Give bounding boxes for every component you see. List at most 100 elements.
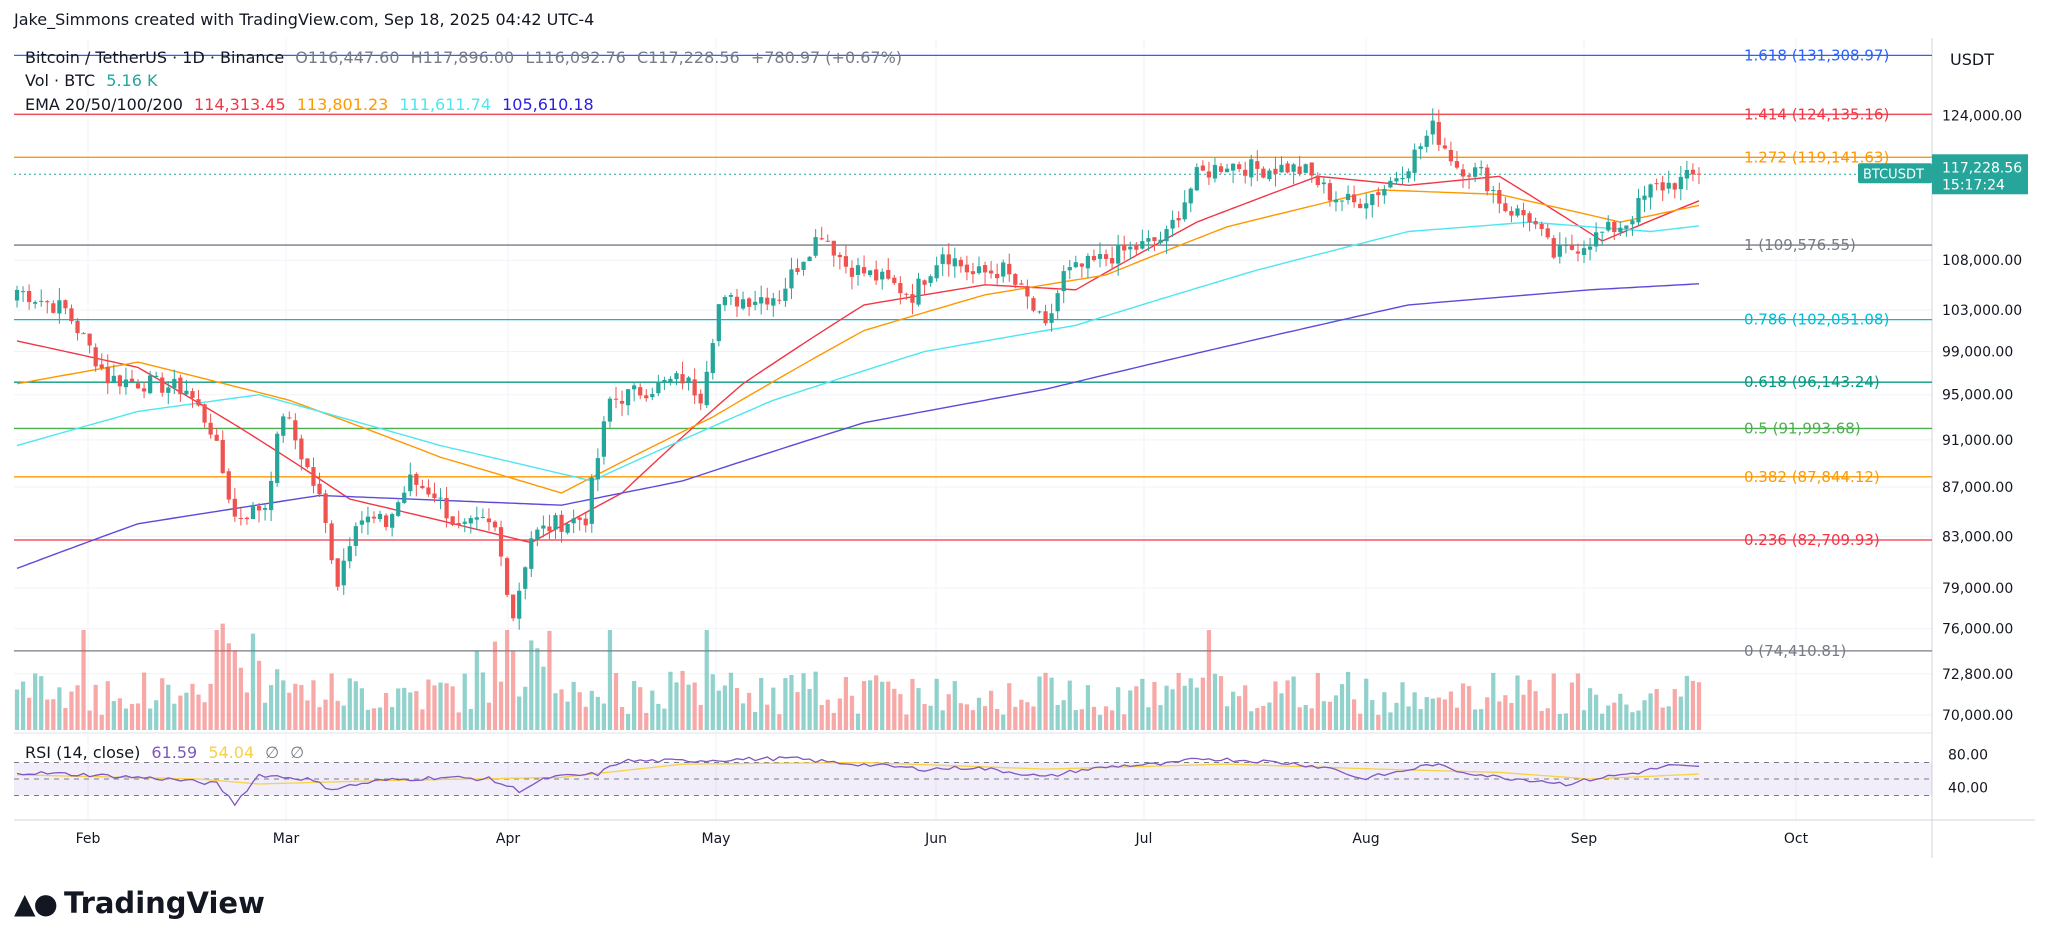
volume-bar-127 <box>783 678 788 730</box>
ema200-line <box>16 283 1700 570</box>
candle-body-254 <box>1551 238 1556 258</box>
time-axis-label-4: Jun <box>924 831 947 847</box>
price-axis-label-8: 79,000.00 <box>1942 581 2013 597</box>
volume-bar-112 <box>692 682 697 730</box>
candle-body-235 <box>1436 122 1441 145</box>
volume-bar-200 <box>1224 706 1230 730</box>
candle-body-45 <box>287 417 292 419</box>
candle-body-90 <box>559 514 564 532</box>
volume-bar-113 <box>698 704 703 730</box>
volume-bar-134 <box>825 699 830 730</box>
candle-body-277 <box>1690 169 1696 175</box>
candle-body-6 <box>51 303 56 313</box>
candle-body-37 <box>238 518 243 520</box>
volume-bar-265 <box>1618 693 1623 730</box>
volume-bar-117 <box>722 685 728 730</box>
volume-bar-241 <box>1473 709 1478 730</box>
grid <box>14 38 2035 858</box>
candle-body-39 <box>250 504 256 520</box>
candle-body-87 <box>541 525 546 529</box>
candle-body-84 <box>523 567 528 589</box>
price-axis[interactable]: 124,000.00 108,000.00 103,000.00 99,000.00 9… <box>1942 108 2022 724</box>
volume-bar-15 <box>105 681 110 730</box>
candle-body-229 <box>1400 177 1405 180</box>
symbol-title[interactable]: Bitcoin / TetherUS · 1D · Binance <box>25 48 285 67</box>
candle-body-3 <box>33 302 38 304</box>
candle-body-180 <box>1103 254 1109 259</box>
candle-body-98 <box>607 398 613 422</box>
volume-bar-71 <box>444 683 449 730</box>
volume-bar-45 <box>287 692 292 730</box>
volume-bar-152 <box>934 678 939 730</box>
volume-bar-101 <box>625 713 631 730</box>
volume-bar-17 <box>117 698 122 730</box>
candle-body-66 <box>414 474 419 485</box>
candle-body-137 <box>843 256 849 267</box>
volume-bar-230 <box>1406 706 1411 730</box>
volume-bar-92 <box>571 681 576 730</box>
rsi-null-2: ∅ <box>290 743 305 762</box>
volume-bar-267 <box>1630 712 1635 730</box>
volume-bar-51 <box>323 699 328 730</box>
volume-bar-277 <box>1690 680 1696 730</box>
candle-body-232 <box>1418 146 1423 150</box>
volume-bar-235 <box>1436 697 1441 730</box>
volume-bar-7 <box>57 687 62 730</box>
candle-body-109 <box>674 373 679 380</box>
volume-bar-69 <box>432 685 437 730</box>
candle-body-212 <box>1297 166 1302 175</box>
volume-legend[interactable]: Vol · BTC 5.16 K <box>25 71 163 90</box>
candle-body-170 <box>1043 311 1048 324</box>
volume-bar-272 <box>1660 707 1665 730</box>
rsi-legend[interactable]: RSI (14, close) 61.59 54.04 ∅ ∅ <box>25 743 310 762</box>
candle-body-267 <box>1630 220 1635 225</box>
volume-bar-236 <box>1442 699 1447 730</box>
candle-body-16 <box>111 375 116 384</box>
volume-bar-105 <box>650 690 655 730</box>
volume-bar-125 <box>771 687 776 730</box>
candle-body-38 <box>244 517 250 520</box>
symbol-tag-box <box>1858 163 1932 184</box>
time-axis-label-0: Feb <box>76 831 101 847</box>
volume-bar-208 <box>1273 681 1278 730</box>
candle-body-138 <box>849 267 855 277</box>
candle-body-187 <box>1146 238 1151 242</box>
volume-bar-231 <box>1412 692 1417 730</box>
currency-label[interactable]: USDT <box>1950 50 1994 69</box>
candle-body-169 <box>1037 311 1042 313</box>
candle-body-5 <box>45 301 50 303</box>
candle-body-240 <box>1466 175 1472 177</box>
candle-body-42 <box>269 480 274 511</box>
volume-bar-185 <box>1134 686 1139 730</box>
volume-bar-154 <box>946 694 951 730</box>
candle-body-186 <box>1140 241 1145 249</box>
change-value: +780.97 (+0.67%) <box>750 48 903 67</box>
tradingview-logo[interactable]: ▲● TradingView <box>14 886 265 920</box>
volume-bar-70 <box>438 682 443 730</box>
ema-legend[interactable]: EMA 20/50/100/200 114,313.45 113,801.23 … <box>25 95 600 114</box>
volume-bar-193 <box>1182 685 1187 730</box>
volume-bar-34 <box>220 623 225 730</box>
fib-label-6: 0.5 (91,993.68) <box>1744 419 1861 437</box>
candle-body-257 <box>1569 244 1575 250</box>
candle-body-155 <box>952 258 957 267</box>
symbol-header[interactable]: Bitcoin / TetherUS · 1D · Binance O116,4… <box>25 48 908 67</box>
candle-body-210 <box>1285 163 1290 173</box>
candle-body-127 <box>783 288 788 301</box>
candle-body-164 <box>1007 263 1012 275</box>
candle-body-29 <box>190 391 195 398</box>
candle-body-181 <box>1109 258 1115 264</box>
candle-body-218 <box>1333 199 1339 203</box>
candle-body-258 <box>1575 251 1581 254</box>
volume-bar-234 <box>1430 698 1435 730</box>
volume-bars <box>14 623 1702 730</box>
volume-bar-176 <box>1079 709 1084 730</box>
candle-body-89 <box>553 515 558 530</box>
candle-body-128 <box>789 269 794 289</box>
volume-bar-216 <box>1321 701 1326 730</box>
time-axis[interactable]: Feb Mar Apr May Jun Jul Aug Sep Oct <box>76 831 1809 847</box>
tradingview-logo-text: TradingView <box>63 886 265 920</box>
fib-label-0: 1.618 (131,308.97) <box>1744 46 1889 64</box>
volume-bar-249 <box>1521 694 1526 730</box>
